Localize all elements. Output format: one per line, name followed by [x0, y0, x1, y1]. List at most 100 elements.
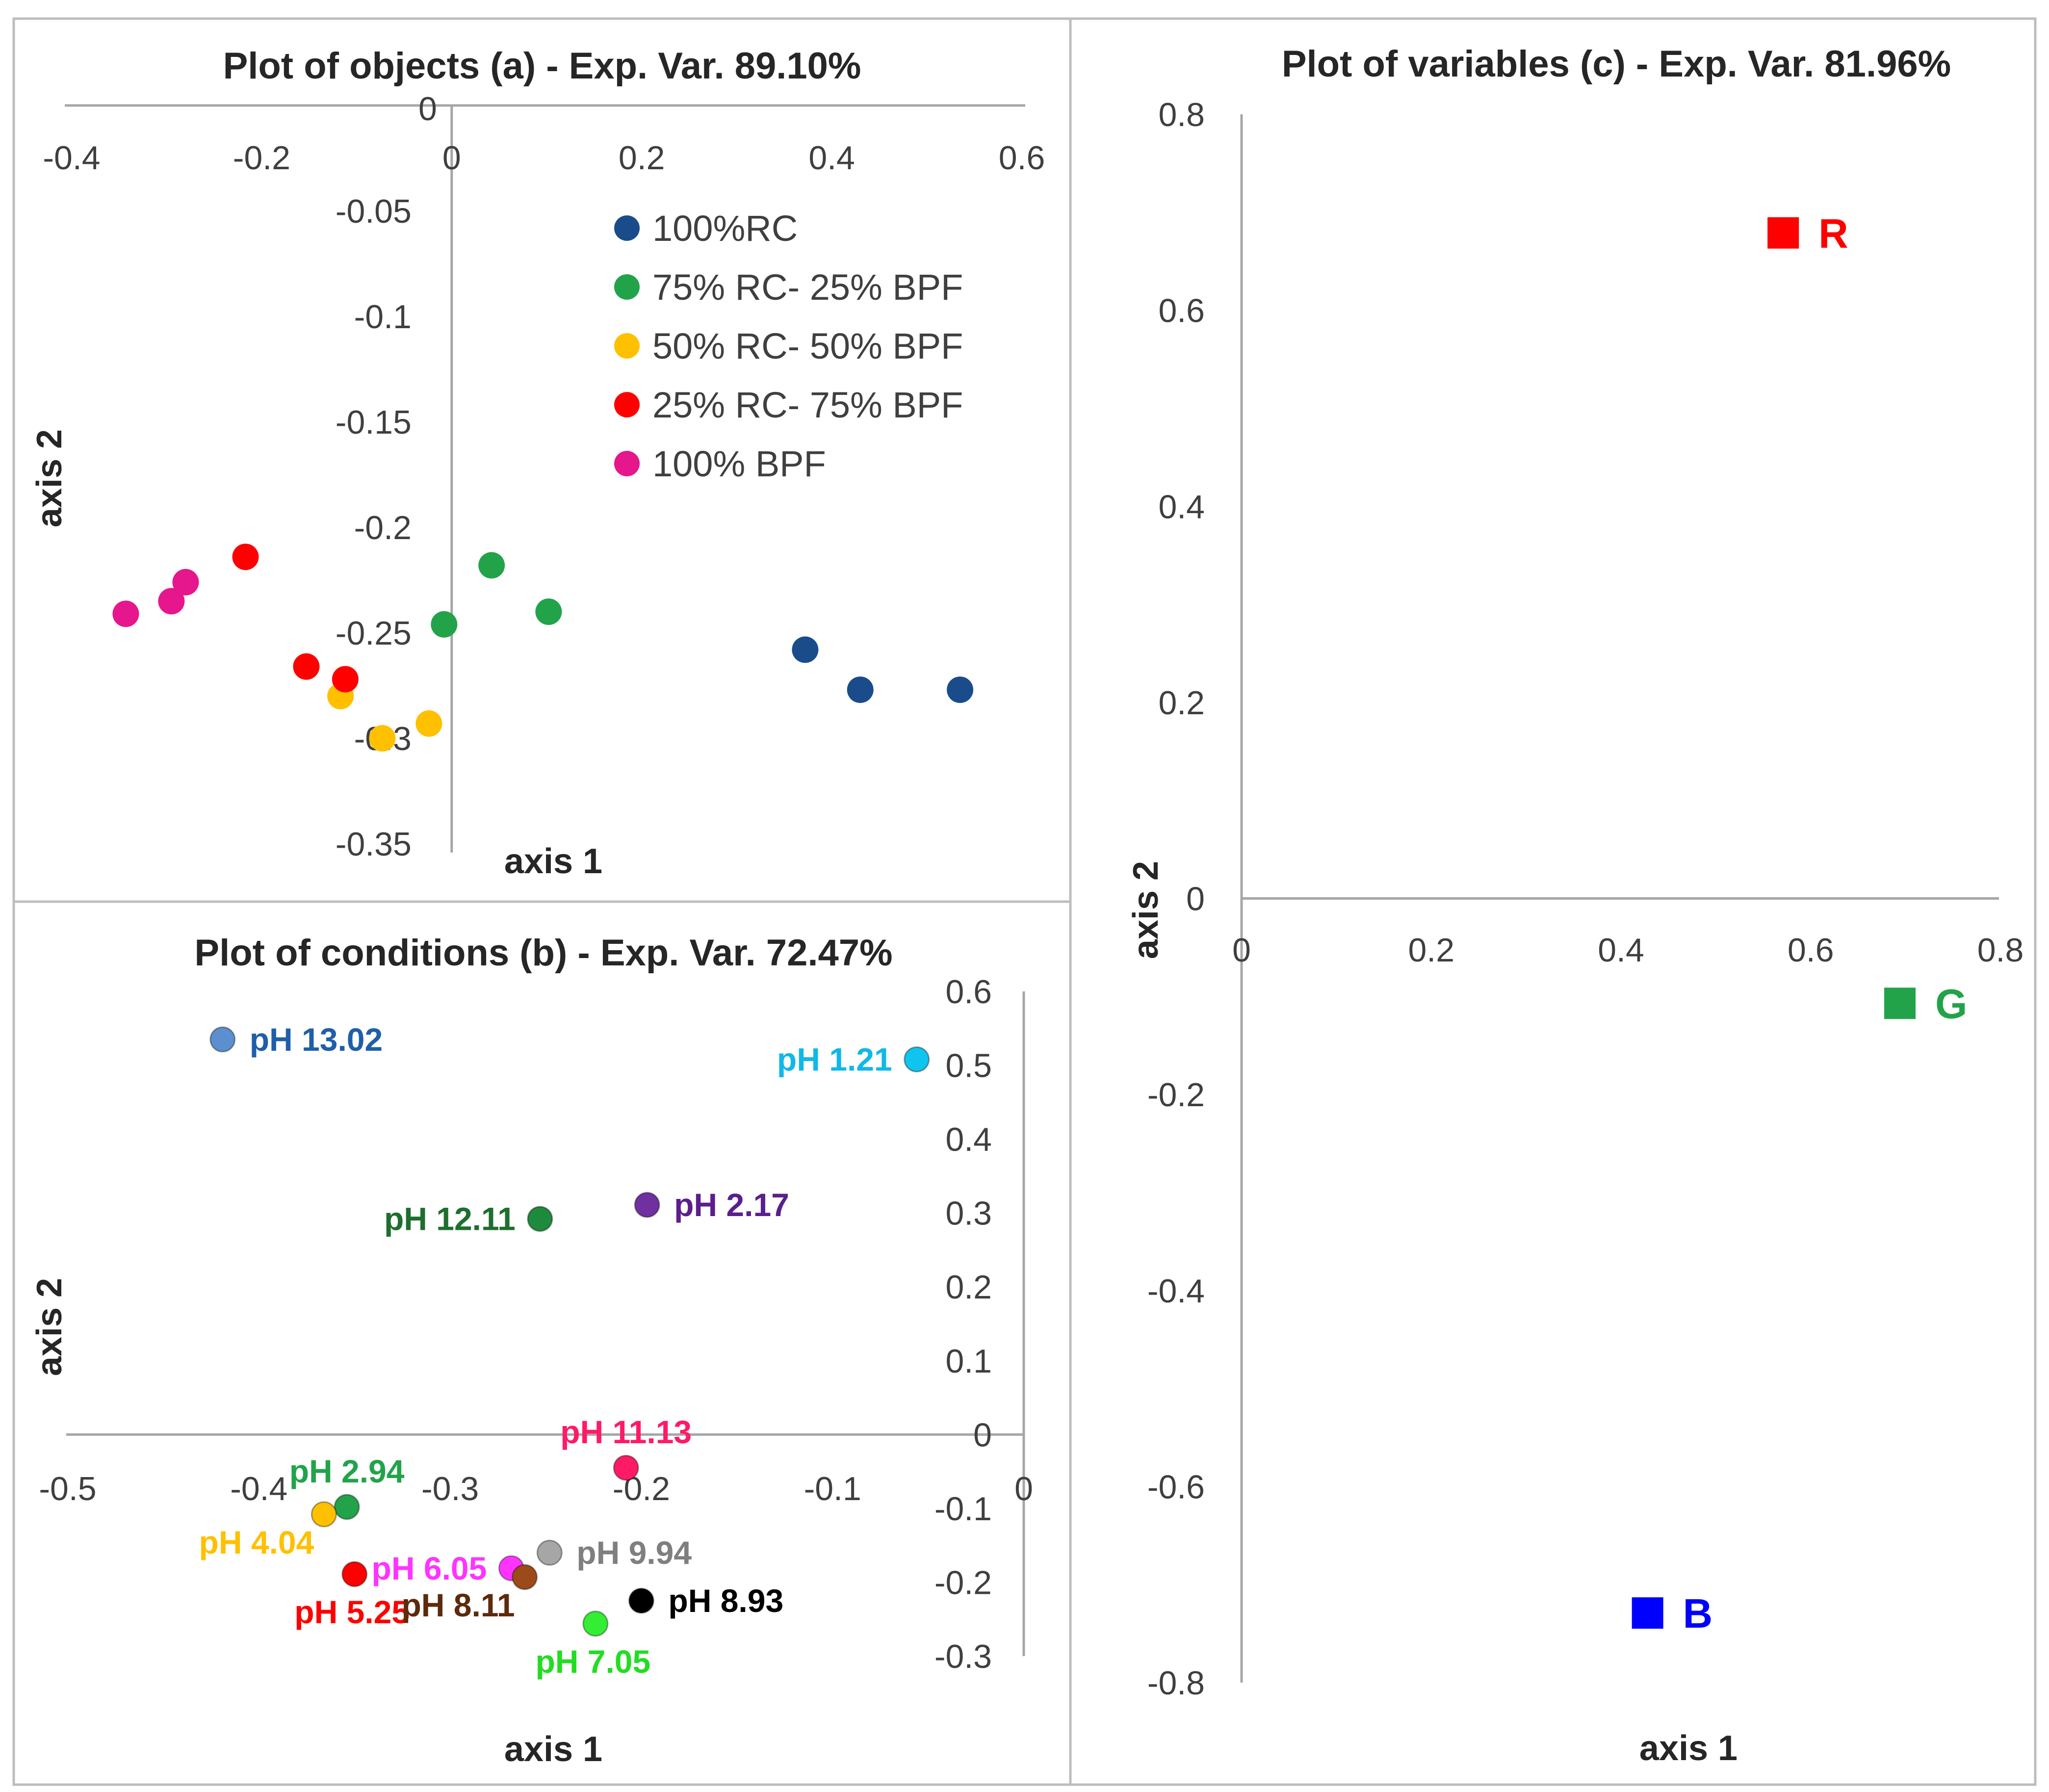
panel-b-y-tick-label: 0.4	[945, 1121, 992, 1158]
panel-a-y-tick-label: -0.35	[336, 826, 412, 863]
panel-b-data-point	[334, 1494, 360, 1520]
panel-c-x-tick-label: 0.6	[1788, 932, 1834, 969]
panel-a-data-point	[112, 600, 139, 627]
panel-c-y-tick-label: -0.8	[1147, 1664, 1205, 1702]
panel-c-variable-marker	[1884, 987, 1916, 1019]
panel-b-data-point	[209, 1026, 236, 1053]
panel-b-data-point	[311, 1501, 337, 1528]
panel-a-y-tick-label: -0.2	[354, 509, 412, 546]
panel-c-frame	[1069, 17, 2037, 1786]
panel-a-data-point	[947, 676, 974, 703]
panel-b-point-label: pH 13.02	[250, 1021, 383, 1058]
panel-b-y-tick-label: 0.6	[945, 973, 992, 1011]
panel-b-point-label: pH 6.05	[372, 1550, 487, 1586]
panel-c-x-tick-label: 0.2	[1408, 932, 1454, 969]
panel-a-legend-marker	[614, 333, 640, 359]
panel-a-data-point	[232, 544, 259, 571]
panel-b-y-tick-label: 0.2	[945, 1269, 992, 1306]
panel-a-legend-label: 100% BPF	[652, 443, 826, 484]
panel-a-x-tick-label: 0.2	[619, 139, 665, 177]
panel-a-legend-marker	[614, 451, 640, 476]
panel-c-y-axis-title: axis 2	[1126, 861, 1166, 959]
panel-a-x-axis-title: axis 1	[504, 842, 602, 881]
panel-c-variables-plot: Plot of variables (c) - Exp. Var. 81.96%…	[1126, 43, 2023, 1768]
panel-b-data-point	[341, 1561, 368, 1587]
panel-a-legend-marker	[614, 392, 640, 417]
panel-a-x-tick-label: 0.6	[999, 139, 1045, 177]
panel-b-y-tick-label: -0.2	[934, 1564, 992, 1601]
panel-b-data-point	[582, 1610, 609, 1637]
panel-c-x-tick-label: 0	[1232, 932, 1251, 969]
panel-c-y-tick-label: -0.2	[1147, 1076, 1205, 1114]
panel-a-objects-plot: Plot of objects (a) - Exp. Var. 89.10% -0…	[30, 45, 1045, 881]
panel-a-data-point	[847, 676, 874, 703]
panel-b-data-point	[527, 1206, 553, 1232]
panel-a-legend-label: 75% RC- 25% BPF	[652, 267, 963, 308]
panel-a-legend-label: 50% RC- 50% BPF	[652, 326, 963, 366]
panel-a-legend-label: 100%RC	[652, 208, 798, 249]
panel-b-point-label: pH 4.04	[199, 1524, 314, 1560]
panel-a-data-point	[535, 598, 562, 625]
panel-b-x-tick-label: -0.3	[421, 1470, 479, 1507]
panel-a-data-point	[431, 611, 458, 638]
panel-b-y-tick-label: 0.3	[945, 1195, 992, 1232]
panel-b-data-point	[904, 1046, 930, 1073]
panel-a-y-tick-label: -0.25	[336, 615, 412, 652]
panel-b-conditions-plot: Plot of conditions (b) - Exp. Var. 72.47…	[30, 932, 1033, 1769]
panel-c-y-tick-label: 0.4	[1158, 488, 1205, 525]
panel-b-y-tick-label: 0.1	[945, 1343, 992, 1380]
panel-b-data-point	[536, 1539, 563, 1566]
panel-b-x-tick-label: -0.5	[39, 1470, 96, 1507]
panel-c-variable-marker	[1632, 1597, 1663, 1629]
panel-b-x-tick-label: -0.4	[230, 1470, 287, 1507]
panel-b-point-label: pH 8.11	[401, 1587, 515, 1623]
panel-b-point-label: pH 5.25	[294, 1594, 410, 1630]
panel-c-y-tick-label: -0.4	[1147, 1273, 1205, 1310]
panel-c-variable-label: G	[1935, 981, 1967, 1027]
panel-a-data-point	[172, 569, 199, 596]
panel-b-data-point	[628, 1587, 654, 1614]
panel-b-point-label: pH 9.94	[576, 1534, 692, 1571]
panel-a-y-tick-label: -0.1	[354, 298, 412, 336]
panel-a-data-point	[792, 636, 819, 663]
panel-b-y-tick-label: 0	[973, 1416, 992, 1454]
panel-c-y-tick-label: 0.6	[1158, 292, 1205, 330]
panel-b-point-label: pH 7.05	[535, 1643, 650, 1680]
panel-a-x-tick-label: -0.2	[233, 139, 290, 177]
panel-c-x-tick-label: 0.4	[1598, 932, 1644, 969]
panel-c-variable-label: R	[1818, 210, 1848, 257]
panel-a-y-tick-label: -0.05	[336, 193, 412, 230]
panel-c-y-tick-label: 0.8	[1158, 96, 1205, 133]
panel-c-variable-marker	[1767, 217, 1799, 249]
panel-a-data-point	[369, 725, 396, 752]
panel-borders	[12, 17, 2037, 1786]
panel-b-y-axis-title: axis 2	[30, 1278, 69, 1376]
panel-b-data-point	[634, 1192, 660, 1218]
panel-b-data-point	[512, 1564, 538, 1590]
panel-c-variable-label: B	[1683, 1590, 1713, 1636]
panel-c-y-tick-label: 0	[1186, 881, 1205, 918]
panel-b-point-label: pH 2.17	[674, 1187, 789, 1223]
panel-c-x-axis-title: axis 1	[1639, 1729, 1738, 1768]
panel-b-point-label: pH 12.11	[384, 1201, 516, 1237]
panel-c-y-tick-label: -0.6	[1147, 1468, 1205, 1506]
panel-a-data-point	[293, 653, 320, 680]
panel-b-y-tick-label: -0.3	[934, 1638, 992, 1675]
panel-a-y-axis-title: axis 2	[30, 429, 69, 527]
panel-a-data-point	[478, 552, 505, 579]
panel-a-x-tick-label: 0.4	[808, 139, 855, 177]
panel-a-y-tick-label: -0.15	[336, 404, 412, 441]
panel-b-x-tick-label: 0	[1014, 1470, 1033, 1507]
panel-a-legend-marker	[614, 274, 640, 300]
panel-a-title: Plot of objects (a) - Exp. Var. 89.10%	[223, 45, 861, 87]
panel-b-point-label: pH 8.93	[668, 1583, 783, 1619]
panel-b-title: Plot of conditions (b) - Exp. Var. 72.47…	[194, 932, 892, 974]
panel-b-y-tick-label: -0.1	[934, 1490, 992, 1528]
panel-a-x-tick-label: -0.4	[43, 139, 100, 177]
panel-b-point-label: pH 1.21	[777, 1041, 892, 1078]
panel-a-data-point	[158, 588, 185, 615]
panel-a-y-tick-label: 0	[418, 90, 437, 128]
panel-a-legend-marker	[614, 215, 640, 241]
panel-a-data-point	[332, 666, 359, 693]
